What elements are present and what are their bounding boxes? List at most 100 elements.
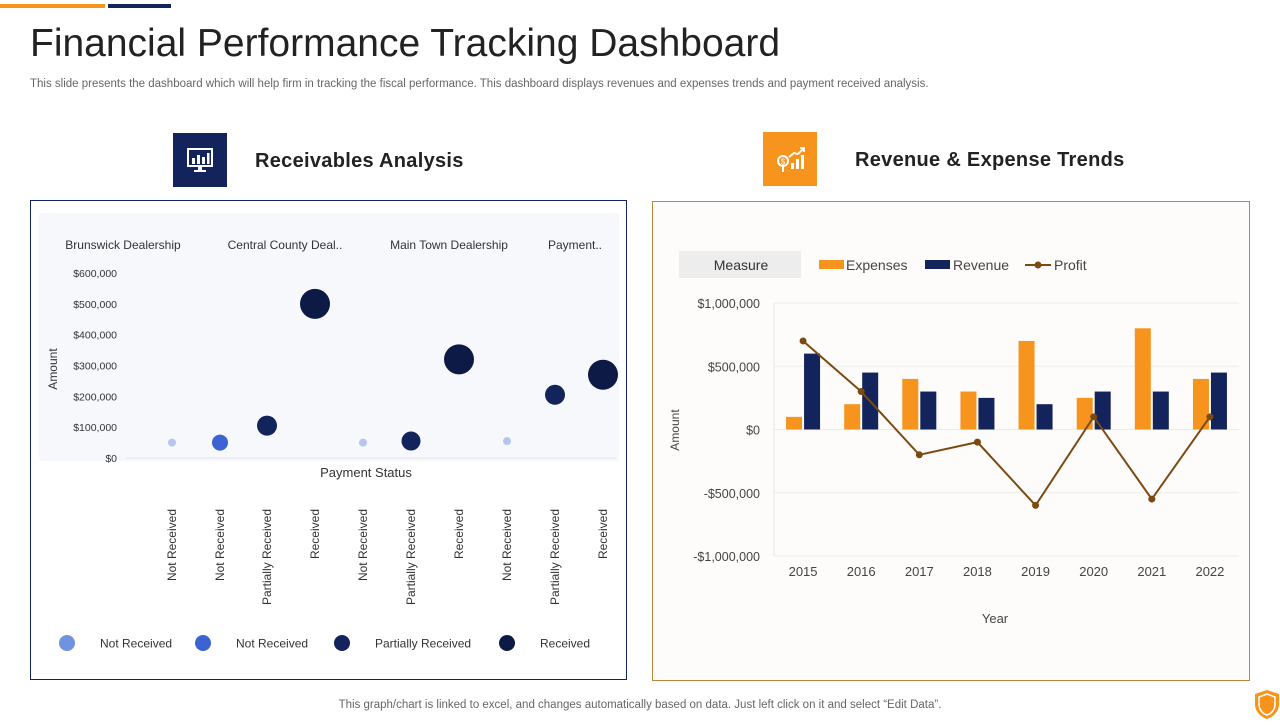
y-tick-label: $300,000 bbox=[73, 361, 117, 373]
y-tick-label: $400,000 bbox=[73, 330, 117, 342]
scatter-point[interactable] bbox=[503, 437, 511, 446]
y-axis-label: Amount bbox=[46, 348, 60, 390]
bar-expenses[interactable] bbox=[1192, 378, 1209, 430]
bar-expenses[interactable] bbox=[1134, 328, 1151, 430]
bar-expenses[interactable] bbox=[960, 391, 977, 430]
scatter-point[interactable] bbox=[444, 344, 474, 375]
group-label: Central County Deal.. bbox=[228, 238, 343, 252]
profit-point[interactable] bbox=[1032, 501, 1040, 509]
profit-point[interactable] bbox=[1148, 495, 1156, 503]
legend-swatch bbox=[195, 635, 211, 651]
y-axis-label: Amount bbox=[668, 409, 682, 451]
legend-swatch bbox=[334, 635, 350, 651]
y-tick-label: $0 bbox=[105, 453, 117, 465]
measure-label: Measure bbox=[714, 257, 769, 273]
legend-label: Revenue bbox=[953, 257, 1009, 273]
legend-label: Profit bbox=[1054, 257, 1087, 273]
x-tick-label: 2016 bbox=[847, 564, 876, 579]
y-tick-label: $200,000 bbox=[73, 391, 117, 403]
profit-point[interactable] bbox=[1206, 413, 1214, 421]
bar-expenses[interactable] bbox=[1018, 340, 1035, 430]
bar-expenses[interactable] bbox=[786, 416, 803, 430]
x-axis-label: Year bbox=[982, 611, 1009, 626]
bar-expenses[interactable] bbox=[902, 378, 919, 430]
group-label: Main Town Dealership bbox=[390, 238, 508, 252]
page-subtitle: This slide presents the dashboard which … bbox=[30, 78, 929, 90]
y-tick-label: $1,000,000 bbox=[697, 297, 760, 311]
chart-plot-background bbox=[39, 213, 619, 461]
y-tick-label: -$1,000,000 bbox=[693, 550, 760, 564]
group-label: Payment.. bbox=[548, 238, 602, 252]
footer-note: This graph/chart is linked to excel, and… bbox=[338, 699, 942, 711]
profit-point[interactable] bbox=[973, 438, 981, 446]
scatter-point[interactable] bbox=[300, 288, 330, 319]
legend-swatch bbox=[59, 635, 75, 651]
y-tick-label: $600,000 bbox=[73, 268, 117, 280]
bar-revenue[interactable] bbox=[1152, 391, 1169, 430]
y-tick-label: $500,000 bbox=[708, 360, 760, 374]
bar-revenue[interactable] bbox=[1210, 372, 1227, 430]
x-tick-label: 2015 bbox=[789, 564, 818, 579]
legend-label: Not Received bbox=[236, 637, 308, 651]
x-category-label: Received bbox=[596, 509, 610, 559]
x-tick-label: 2022 bbox=[1195, 564, 1224, 579]
trends-panel: Measure Expenses Revenue Profit $1,000,000… bbox=[652, 201, 1250, 681]
bar-revenue[interactable] bbox=[1036, 404, 1053, 430]
receivables-panel: Brunswick Dealership Central County Deal.… bbox=[30, 200, 627, 680]
bar-revenue[interactable] bbox=[804, 353, 821, 430]
x-category-label: Not Received bbox=[213, 509, 227, 581]
bar-revenue[interactable] bbox=[978, 397, 995, 430]
scatter-point[interactable] bbox=[257, 415, 277, 436]
x-axis-label: Payment Status bbox=[320, 465, 412, 480]
legend-swatch bbox=[819, 260, 844, 269]
x-category-label: Not Received bbox=[356, 509, 370, 581]
scatter-point[interactable] bbox=[401, 431, 421, 451]
bar-expenses[interactable] bbox=[844, 404, 861, 430]
legend-swatch bbox=[499, 635, 515, 651]
scatter-point[interactable] bbox=[168, 438, 176, 447]
legend-item-profit: Profit bbox=[1025, 257, 1087, 273]
profit-point[interactable] bbox=[799, 337, 807, 345]
legend-item: Not Received bbox=[59, 635, 172, 651]
accent-bar-navy bbox=[108, 4, 171, 8]
growth-chart-icon: $ bbox=[763, 132, 817, 186]
x-category-label: Partially Received bbox=[548, 509, 562, 605]
profit-point[interactable] bbox=[1090, 413, 1098, 421]
legend-label: Partially Received bbox=[375, 637, 471, 651]
shield-icon bbox=[1254, 689, 1280, 725]
scatter-point[interactable] bbox=[545, 384, 565, 405]
scatter-point[interactable] bbox=[588, 359, 618, 390]
scatter-point[interactable] bbox=[212, 434, 228, 451]
legend-label: Received bbox=[540, 637, 590, 651]
legend-item-expenses: Expenses bbox=[819, 257, 907, 273]
measure-filter[interactable] bbox=[679, 251, 801, 278]
legend-swatch bbox=[925, 260, 950, 269]
bar-revenue[interactable] bbox=[920, 391, 937, 430]
legend-label: Expenses bbox=[846, 257, 907, 273]
x-tick-label: 2021 bbox=[1137, 564, 1166, 579]
x-category-label: Not Received bbox=[500, 509, 514, 581]
x-category-label: Not Received bbox=[165, 509, 179, 581]
x-tick-label: 2017 bbox=[905, 564, 934, 579]
x-category-label: Received bbox=[452, 509, 466, 559]
x-category-label: Received bbox=[308, 509, 322, 559]
profit-line bbox=[802, 340, 1211, 508]
profit-point[interactable] bbox=[915, 451, 923, 459]
bar-revenue[interactable] bbox=[1094, 391, 1111, 430]
y-tick-label: $0 bbox=[746, 424, 760, 438]
profit-point[interactable] bbox=[857, 388, 865, 396]
x-tick-label: 2020 bbox=[1079, 564, 1108, 579]
y-tick-label: $100,000 bbox=[73, 422, 117, 434]
legend-label: Not Received bbox=[100, 637, 172, 651]
accent-bar-orange bbox=[0, 4, 105, 8]
x-category-label: Partially Received bbox=[404, 509, 418, 605]
trends-chart: Measure Expenses Revenue Profit $1,000,000… bbox=[668, 251, 1239, 626]
legend-item: Partially Received bbox=[334, 635, 471, 651]
trends-heading: Revenue & Expense Trends bbox=[855, 149, 1125, 171]
bar-expenses[interactable] bbox=[1076, 397, 1093, 430]
x-tick-label: 2018 bbox=[963, 564, 992, 579]
scatter-point[interactable] bbox=[359, 438, 367, 447]
y-tick-label: -$500,000 bbox=[704, 487, 760, 501]
receivables-heading: Receivables Analysis bbox=[255, 150, 464, 172]
legend-item-revenue: Revenue bbox=[925, 257, 1009, 273]
